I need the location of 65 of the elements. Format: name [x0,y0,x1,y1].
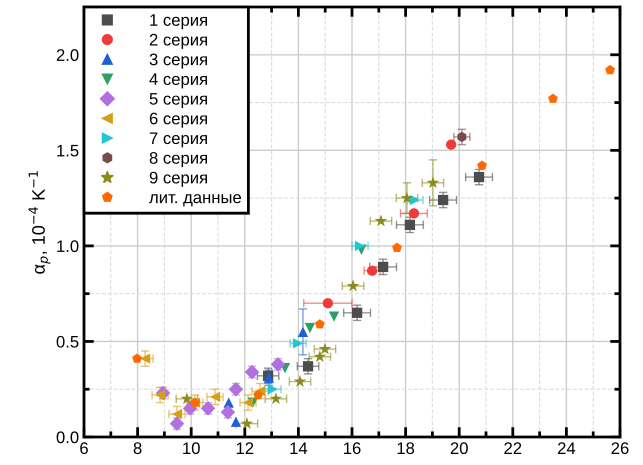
point [268,384,278,394]
point [426,176,440,188]
point [346,279,360,292]
point [408,208,420,219]
point [438,194,448,206]
point [242,397,254,408]
point [240,417,254,429]
point [302,361,314,372]
x-tick-label: 18 [398,442,414,454]
point [318,342,332,354]
point [605,64,615,74]
x-tick-label: 24 [558,442,576,454]
point [457,132,466,142]
legend-label: 6 серия [150,112,207,128]
point [314,319,325,328]
point [474,172,484,182]
point [132,353,142,363]
point [378,262,388,272]
point [314,350,326,362]
legend-label: лит. данные [149,194,241,206]
x-tick-label: 16 [344,442,361,454]
y-tick-label: 2.0 [56,49,78,61]
y-tick-label: 1.0 [57,240,78,252]
legend-label: 1 серия [150,14,207,30]
point [446,139,456,150]
x-tick-label: 8 [134,442,142,454]
point [304,322,316,334]
point [172,408,182,420]
point [270,392,282,404]
x-tick-label: 26 [612,442,629,454]
y-tick-label: 0.5 [56,336,78,348]
point [292,338,304,349]
point [294,374,306,387]
point [230,416,242,427]
x-tick-label: 6 [80,442,88,454]
point [477,160,487,170]
y-tick-label: 0.0 [56,431,78,444]
y-axis-title: α$_{p}$, 10$^{−4}$ K$^{−1}$ [28,171,50,274]
point [298,326,308,338]
point [392,242,402,252]
x-tick-label: 12 [236,442,254,454]
point [352,308,362,318]
point [210,392,220,402]
point [366,266,378,276]
point [374,214,388,226]
x-tick-label: 22 [504,442,522,454]
legend-label: 3 серия [150,54,207,69]
legend-label: 7 серия [150,132,207,148]
point [404,220,416,230]
legend-label: 5 серия [150,93,207,108]
point [548,94,558,103]
legend-label: 4 серия [149,73,207,88]
y-tick-label: 1.5 [57,144,78,157]
point [180,392,194,404]
legend-label: 8 серия [150,152,207,168]
point [328,311,340,322]
x-tick-label: 10 [183,442,200,454]
legend-label: 2 серия [150,34,207,49]
point [400,192,414,204]
x-tick-label: 14 [290,442,308,454]
point [140,353,150,364]
legend-label: 9 серия [150,172,207,187]
point [322,298,334,308]
point [354,240,366,252]
x-tick-label: 20 [450,442,468,454]
